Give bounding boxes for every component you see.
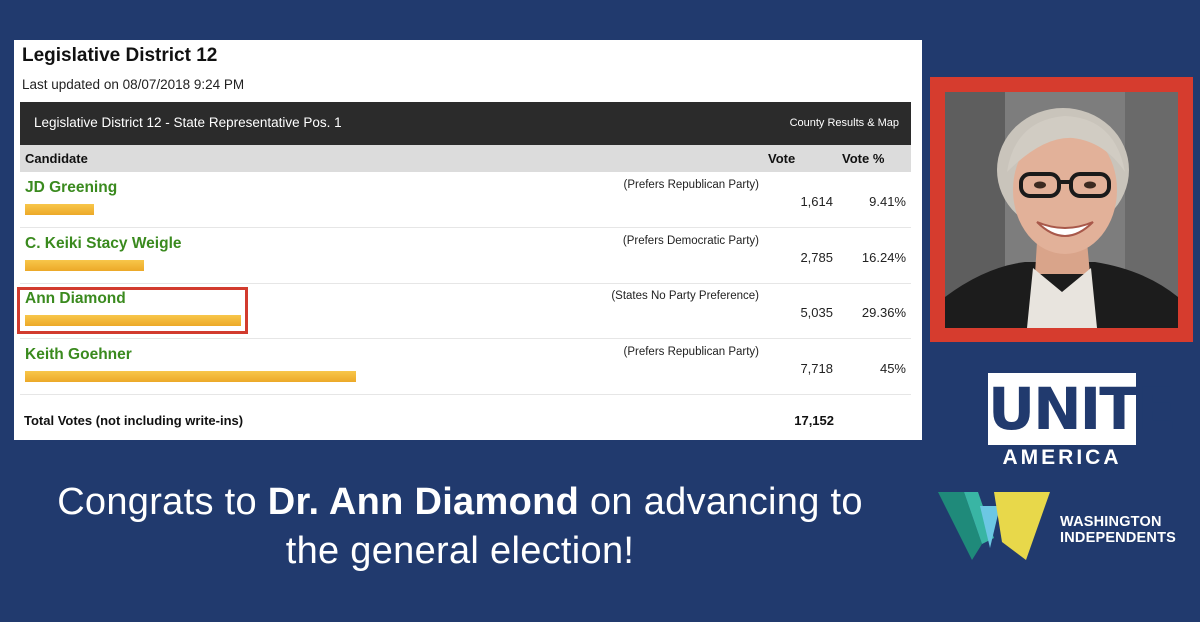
candidate-vote-pct: 45% xyxy=(879,361,906,376)
candidate-name[interactable]: Ann Diamond xyxy=(25,290,126,307)
candidate-party: (Prefers Republican Party) xyxy=(623,346,760,358)
table-row: C. Keiki Stacy Weigle (Prefers Democrati… xyxy=(20,229,911,284)
page-title: Legislative District 12 xyxy=(22,45,218,66)
candidate-vote-pct: 29.36% xyxy=(861,305,906,320)
table-row: Keith Goehner (Prefers Republican Party)… xyxy=(20,340,911,395)
vote-share-bar xyxy=(25,260,144,271)
headline-name: Dr. Ann Diamond xyxy=(267,481,580,523)
candidate-vote-pct: 16.24% xyxy=(861,250,906,265)
candidate-party: (Prefers Democratic Party) xyxy=(622,235,759,247)
headline-text-end: on advancing to the general election! xyxy=(285,481,863,572)
candidate-votes: 7,718 xyxy=(800,361,833,376)
candidate-name[interactable]: JD Greening xyxy=(25,179,118,196)
candidate-vote-pct: 9.41% xyxy=(869,194,906,209)
wi-line-1: WASHINGTON xyxy=(1060,514,1162,530)
washington-independents-icon xyxy=(938,492,1050,560)
candidate-votes: 5,035 xyxy=(800,305,833,320)
race-title: Legislative District 12 - State Represen… xyxy=(34,115,342,130)
candidate-votes: 1,614 xyxy=(800,194,833,209)
vote-share-bar xyxy=(25,371,356,382)
county-results-link[interactable]: County Results & Map xyxy=(789,117,899,129)
unite-america-logo: UNITE xyxy=(988,373,1176,445)
candidate-portrait xyxy=(945,92,1178,328)
vote-pct-column-header: Vote % xyxy=(842,151,885,166)
vote-column-header: Vote xyxy=(768,151,796,166)
candidate-column-header: Candidate xyxy=(25,151,88,166)
table-row: JD Greening (Prefers Republican Party) 1… xyxy=(20,173,911,228)
candidate-name[interactable]: Keith Goehner xyxy=(25,346,132,363)
table-row: Ann Diamond (States No Party Preference)… xyxy=(20,284,911,339)
total-votes-value: 17,152 xyxy=(794,413,834,428)
america-wordmark: AMERICA xyxy=(1002,446,1122,469)
headline-text-start: Congrats to xyxy=(57,481,268,523)
washington-independents-wordmark: WASHINGTON INDEPENDENTS xyxy=(1060,514,1176,546)
wi-line-2: INDEPENDENTS xyxy=(1060,530,1176,546)
race-header: Legislative District 12 - State Represen… xyxy=(20,102,911,145)
vote-share-bar xyxy=(25,204,94,215)
portrait-illustration xyxy=(945,92,1178,328)
candidate-party: (Prefers Republican Party) xyxy=(623,179,760,191)
unite-wordmark: UNITE xyxy=(988,375,1176,443)
highlight-box xyxy=(17,287,248,334)
total-votes-label: Total Votes (not including write-ins) xyxy=(24,413,244,428)
last-updated: Last updated on 08/07/2018 9:24 PM xyxy=(22,77,245,92)
candidate-party: (States No Party Preference) xyxy=(611,290,759,302)
candidate-name[interactable]: C. Keiki Stacy Weigle xyxy=(25,235,182,252)
results-panel: Legislative District 12 Last updated on … xyxy=(14,40,922,440)
vote-share-bar xyxy=(25,315,241,326)
column-headers: Candidate Vote Vote % xyxy=(20,145,911,172)
candidate-votes: 2,785 xyxy=(800,250,833,265)
headline: Congrats to Dr. Ann Diamond on advancing… xyxy=(40,478,880,576)
portrait-frame xyxy=(930,77,1193,342)
